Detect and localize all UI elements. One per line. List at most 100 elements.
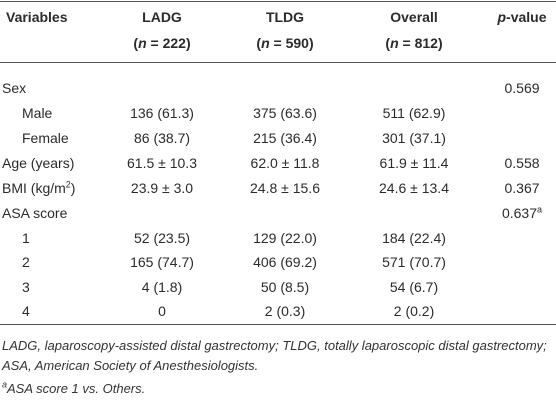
cell: 136 (61.3) — [130, 104, 194, 122]
cell: 2 (0.2) — [394, 302, 434, 320]
n-open: ( — [256, 35, 262, 51]
row-label: Age (years) — [2, 154, 74, 172]
header-cell: LADG — [142, 8, 182, 26]
header-text: Variables — [6, 9, 68, 25]
data-cell: 61.5 ± 10.3 — [127, 155, 197, 171]
cell: 184 (22.4) — [382, 229, 446, 247]
header-n: (n = 222) — [133, 34, 190, 52]
data-cell: 52 (23.5) — [133, 230, 191, 246]
data-cell: 0 — [158, 303, 166, 319]
row-label: 4 — [22, 302, 30, 320]
cell: 23.9 ± 3.0 — [131, 179, 193, 197]
cell: 0 — [158, 302, 166, 320]
top-rule — [0, 1, 556, 2]
label-text: ) — [70, 180, 76, 196]
p-value-cell: 0.367 — [504, 179, 539, 197]
data-cell: 215 (36.4) — [253, 130, 317, 146]
header-rule — [0, 62, 556, 63]
data-cell: 62.0 ± 11.8 — [250, 155, 320, 171]
n-close: = 222) — [146, 35, 191, 51]
data-cell: 375 (63.6) — [253, 105, 317, 121]
header-text: -value — [506, 9, 547, 25]
cell: 61.9 ± 11.4 — [380, 154, 449, 172]
label-text: Sex — [2, 80, 27, 96]
data-cell: 2 (0.3) — [264, 303, 306, 319]
row-label: BMI (kg/m2) — [2, 179, 75, 197]
cell: 61.5 ± 10.3 — [127, 154, 197, 172]
cell: 24.8 ± 15.6 — [250, 179, 320, 197]
row-label: Male — [22, 104, 52, 122]
data-cell: 165 (74.7) — [130, 254, 194, 270]
data-cell: 24.6 ± 13.4 — [379, 180, 449, 196]
cell: 2 (0.3) — [265, 302, 305, 320]
p-value-cell: 0.637a — [502, 204, 542, 222]
data-cell: 571 (70.7) — [382, 254, 446, 270]
footnote: aASA score 1 vs. Others. — [2, 379, 552, 399]
data-cell: 136 (61.3) — [130, 105, 194, 121]
n-symbol: n — [138, 35, 147, 51]
data-cell: 86 (38.7) — [133, 130, 191, 146]
data-cell: 54 (6.7) — [389, 279, 439, 295]
data-cell: 4 (1.8) — [141, 279, 183, 295]
p-value: 0.637 — [501, 205, 538, 221]
p-value-cell: 0.569 — [504, 79, 539, 97]
label-text: Female — [22, 130, 69, 146]
data-cell: 2 (0.2) — [393, 303, 435, 319]
n-symbol: n — [390, 35, 399, 51]
n-open: ( — [133, 35, 139, 51]
label-text: 3 — [22, 279, 30, 295]
data-cell: 23.9 ± 3.0 — [130, 180, 194, 196]
data-cell: 24.8 ± 15.6 — [250, 180, 320, 196]
label-text: 4 — [22, 303, 30, 319]
header-text: Overall — [390, 9, 438, 25]
header-n: (n = 590) — [256, 34, 313, 52]
header-italic: p — [497, 9, 507, 25]
header-n: (n = 812) — [385, 34, 442, 52]
header-cell: TLDG — [266, 8, 304, 26]
header-cell: p-value — [497, 8, 546, 26]
label-text: Age (years) — [2, 155, 75, 171]
footnote-text: ASA score 1 vs. Others. — [7, 381, 146, 396]
data-cell: 61.9 ± 11.4 — [379, 155, 449, 171]
header-cell: Variables — [6, 8, 68, 26]
header-text: LADG — [142, 9, 182, 25]
p-value-cell: 0.558 — [504, 154, 539, 172]
label-text: 2 — [22, 254, 30, 270]
abbreviation-note: LADG, laparoscopy-assisted distal gastre… — [2, 338, 547, 373]
p-value: 0.367 — [504, 180, 540, 196]
label-text: ASA score — [2, 205, 68, 221]
row-label: 3 — [22, 278, 30, 296]
n-symbol: n — [261, 35, 270, 51]
row-label: 2 — [22, 253, 30, 271]
n-close: = 590) — [269, 35, 314, 51]
cell: 406 (69.2) — [253, 253, 317, 271]
cell: 4 (1.8) — [142, 278, 182, 296]
label-text: 1 — [22, 230, 30, 246]
data-cell: 50 (8.5) — [260, 279, 310, 295]
data-cell: 129 (22.0) — [253, 230, 317, 246]
n-open: ( — [385, 35, 391, 51]
label-sup: 2 — [65, 179, 71, 190]
cell: 86 (38.7) — [134, 129, 190, 147]
cell: 52 (23.5) — [134, 229, 190, 247]
row-label: ASA score — [2, 204, 67, 222]
row-label: 1 — [22, 229, 30, 247]
p-value-sup: a — [537, 204, 543, 215]
cell: 50 (8.5) — [261, 278, 309, 296]
p-value: 0.558 — [504, 155, 540, 171]
cell: 511 (62.9) — [383, 104, 446, 122]
cell: 301 (37.1) — [382, 129, 446, 147]
cell: 54 (6.7) — [390, 278, 438, 296]
bottom-rule — [0, 324, 556, 325]
header-cell: Overall — [390, 8, 437, 26]
cell: 375 (63.6) — [253, 104, 317, 122]
label-text: Male — [22, 105, 53, 121]
cell: 571 (70.7) — [382, 253, 446, 271]
cell: 62.0 ± 11.8 — [251, 154, 320, 172]
cell: 165 (74.7) — [130, 253, 194, 271]
header-text: TLDG — [265, 9, 305, 25]
cell: 24.6 ± 13.4 — [379, 179, 449, 197]
p-value: 0.569 — [504, 80, 540, 96]
data-cell: 301 (37.1) — [382, 130, 446, 146]
